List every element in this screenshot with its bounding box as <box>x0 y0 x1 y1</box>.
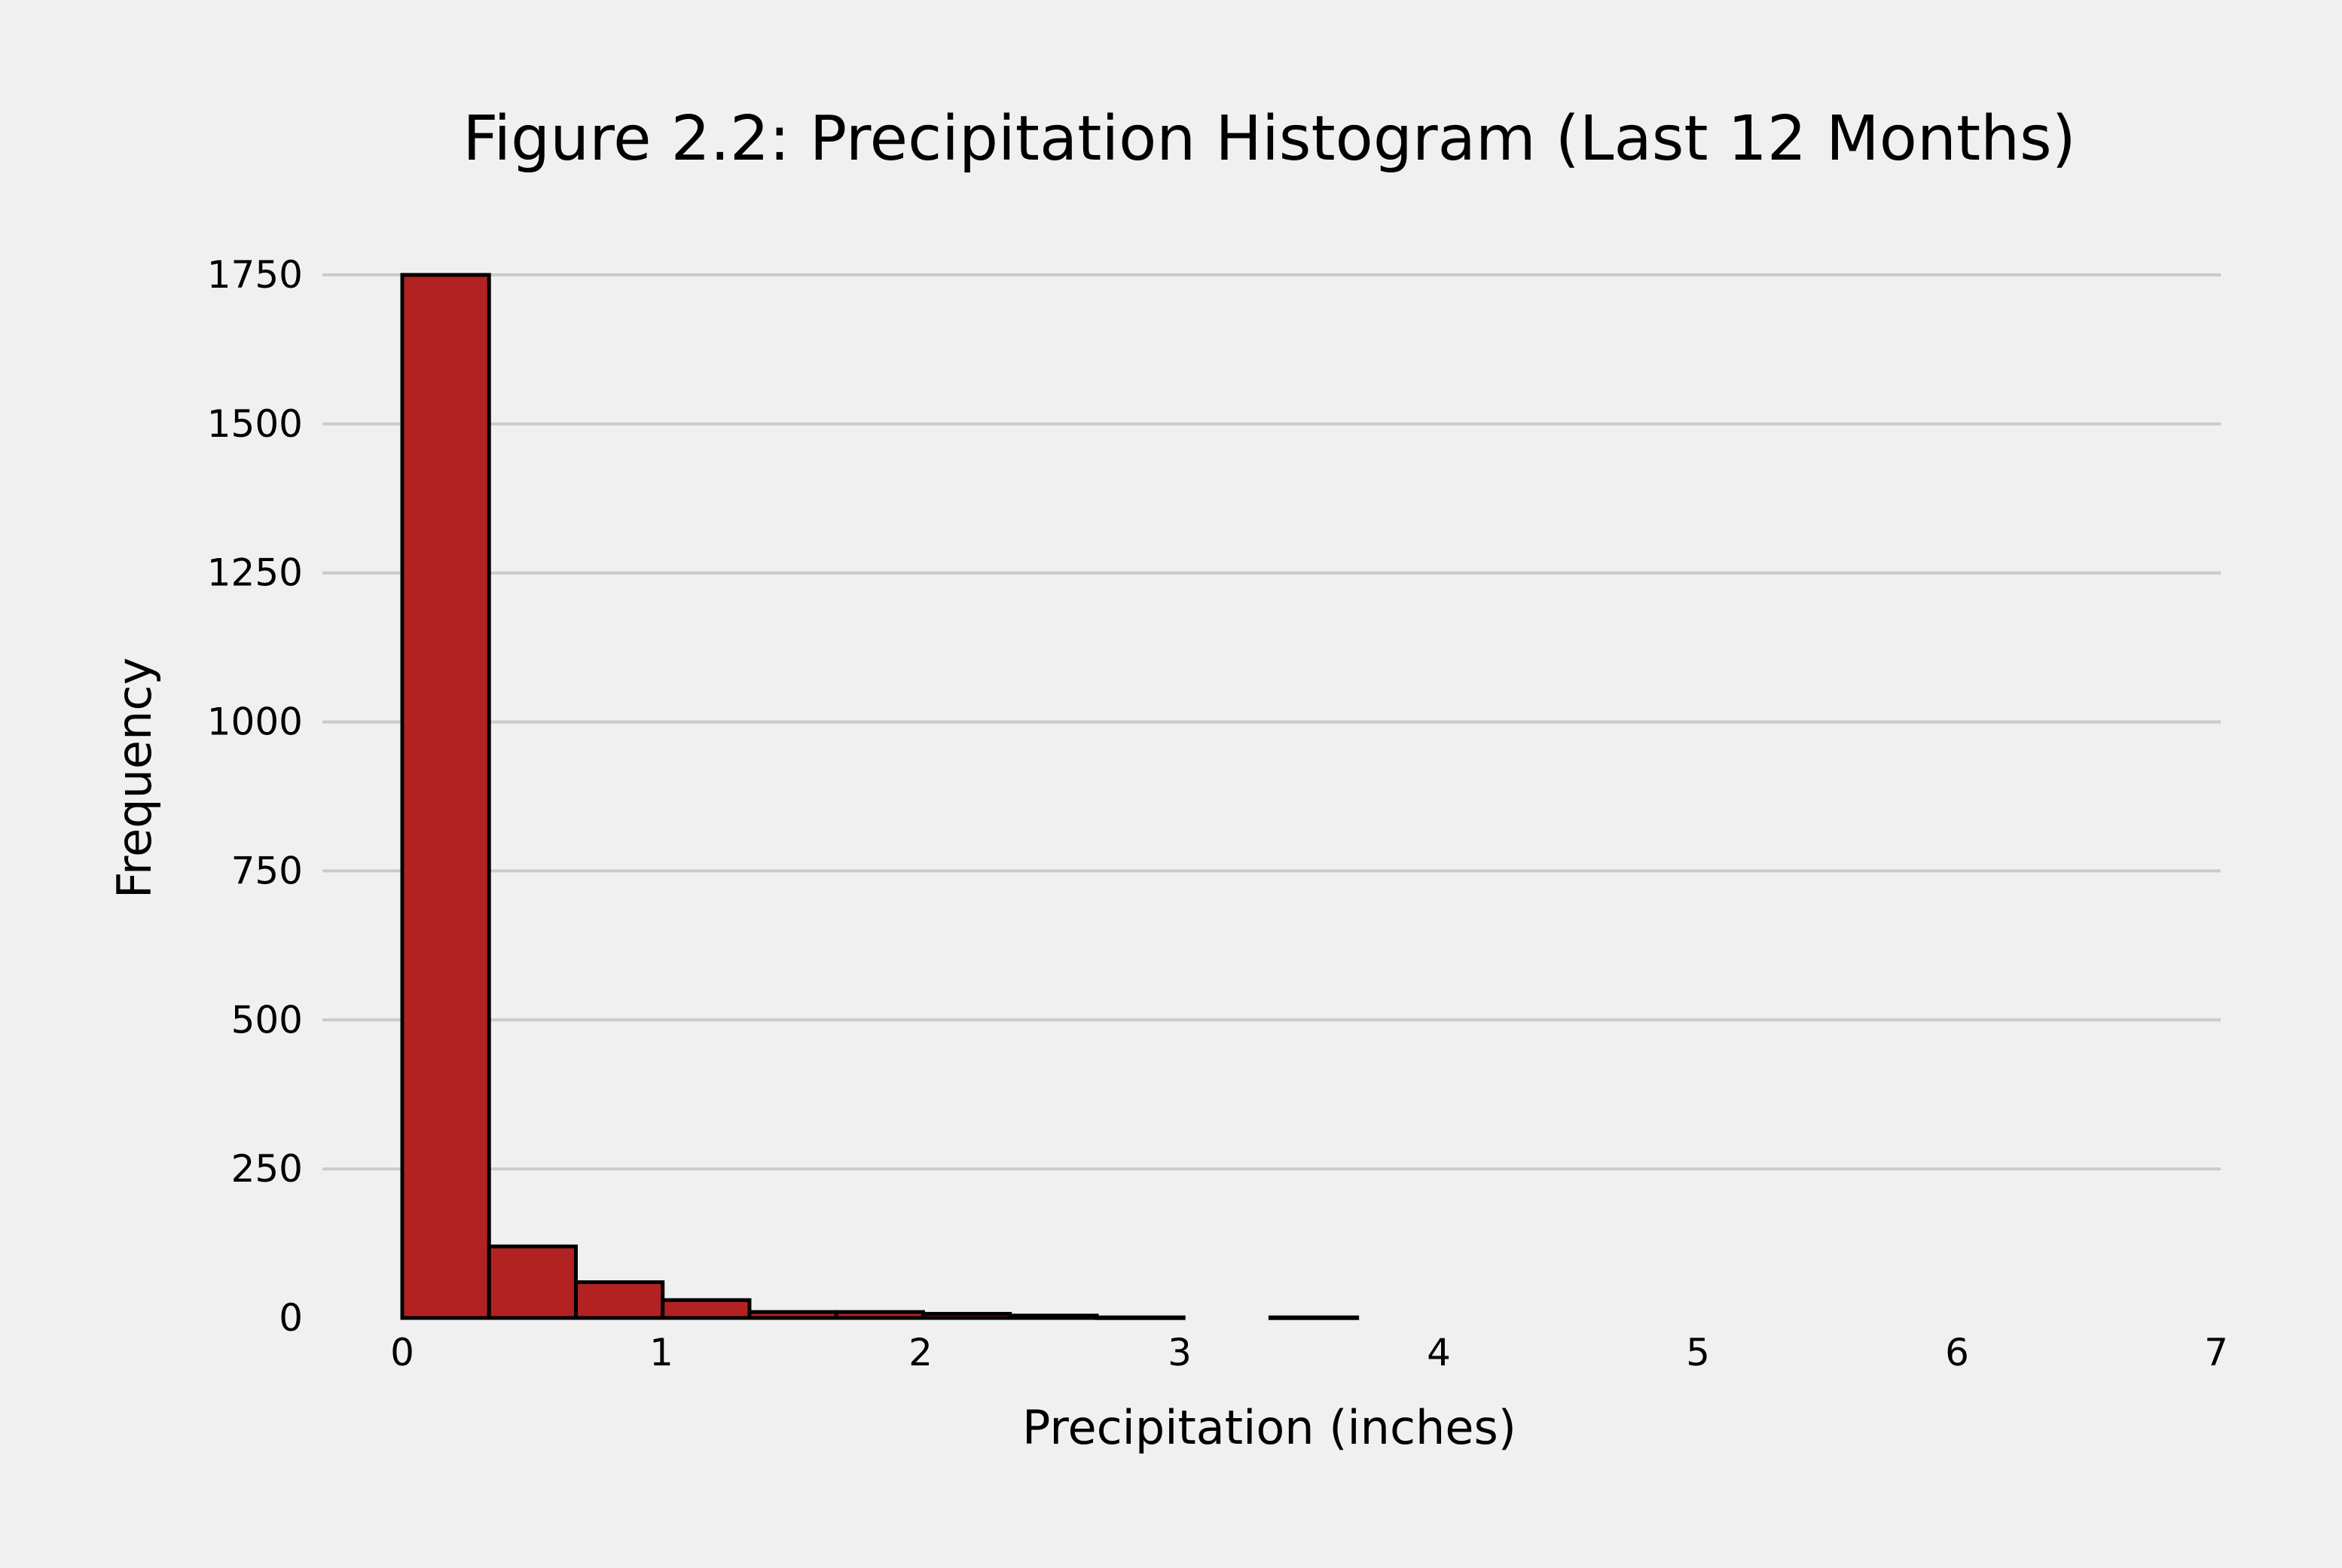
y-tick-label: 750 <box>231 849 303 892</box>
x-tick-label: 5 <box>1686 1331 1710 1374</box>
y-tick-label: 0 <box>279 1296 303 1340</box>
x-tick-label: 3 <box>1168 1331 1192 1374</box>
x-axis-title: Precipitation (inches) <box>1022 1400 1516 1455</box>
y-tick-label: 1250 <box>207 551 303 595</box>
chart-title: Figure 2.2: Precipitation Histogram (Las… <box>463 103 2076 175</box>
x-tick-label: 1 <box>649 1331 673 1374</box>
x-tick-label: 7 <box>2204 1331 2228 1374</box>
histogram-bar <box>1095 1315 1186 1320</box>
x-tick-label: 2 <box>908 1331 933 1374</box>
histogram-bars <box>400 273 1360 1320</box>
histogram-bar <box>834 1310 925 1320</box>
x-tick-label: 4 <box>1427 1331 1451 1374</box>
histogram-bar <box>921 1311 1012 1320</box>
y-tick-label: 1000 <box>207 700 303 744</box>
histogram-bar <box>487 1244 578 1320</box>
y-axis-title: Frequency <box>107 657 162 898</box>
y-tick-label: 1750 <box>207 253 303 297</box>
histogram-bar <box>747 1310 838 1320</box>
y-tick-label: 250 <box>231 1147 303 1191</box>
histogram-bar <box>1268 1315 1360 1320</box>
histogram-bar <box>661 1298 752 1320</box>
x-tick-labels: 0 1 2 3 4 5 6 7 <box>390 1331 2228 1374</box>
y-tick-label: 1500 <box>207 402 303 446</box>
gridlines <box>322 273 2221 1171</box>
y-tick-label: 500 <box>231 998 303 1042</box>
histogram-bar <box>1008 1313 1099 1320</box>
histogram-bar <box>573 1280 665 1320</box>
y-tick-labels: 0 250 500 750 1000 1250 1500 1750 <box>207 253 303 1340</box>
histogram-bar <box>400 273 491 1320</box>
x-tick-label: 6 <box>1945 1331 1969 1374</box>
x-tick-label: 0 <box>390 1331 414 1374</box>
